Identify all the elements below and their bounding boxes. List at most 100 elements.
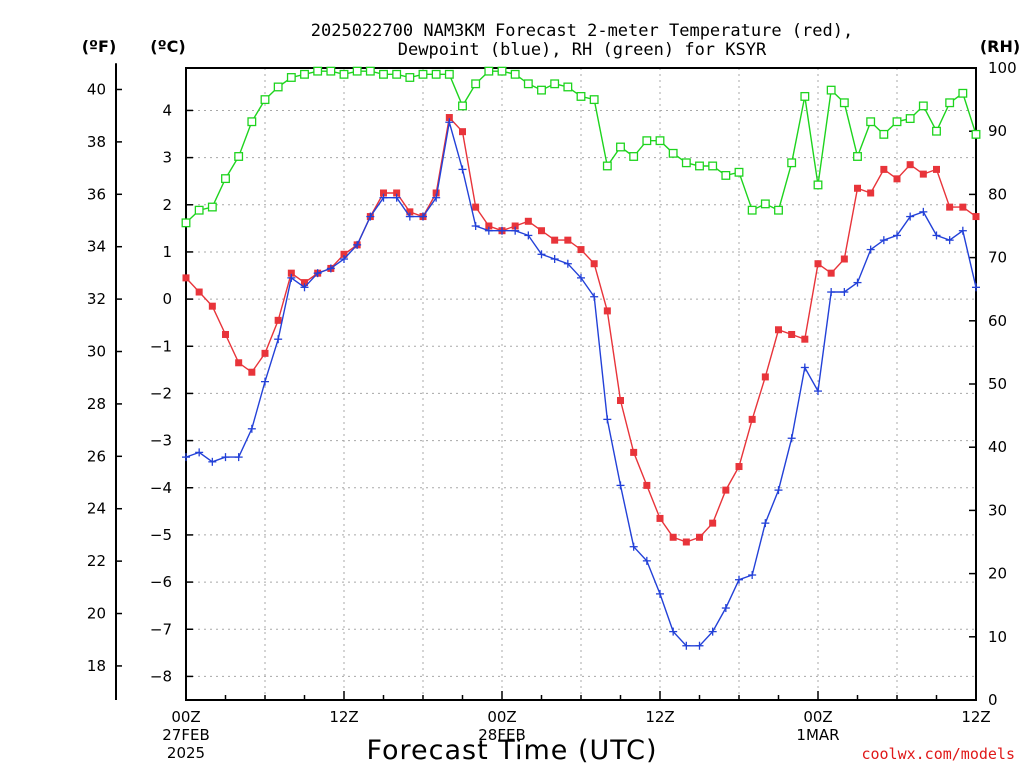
temperature-point	[814, 260, 822, 268]
rh-point	[326, 66, 336, 76]
dewpoint-point	[800, 363, 809, 372]
dewpoint-point	[498, 226, 506, 235]
dewpoint-point	[511, 226, 520, 235]
rh-point	[339, 69, 349, 79]
fahrenheit-tick-label: 28	[87, 395, 106, 413]
rh-point	[681, 158, 691, 168]
dewpoint-point	[445, 118, 454, 127]
fahrenheit-tick-label: 20	[87, 605, 106, 623]
fahrenheit-tick-label: 26	[87, 447, 106, 465]
temperature-point	[919, 170, 927, 178]
dewpoint-point	[392, 193, 401, 202]
temperature-point	[682, 538, 690, 546]
temperature-point	[696, 533, 703, 541]
rh-point	[523, 79, 533, 89]
temperature-point	[788, 330, 796, 338]
rh-point	[787, 158, 797, 168]
rh-point	[602, 161, 612, 171]
rh-point	[510, 69, 520, 79]
dewpoint-point	[353, 240, 362, 249]
celsius-tick-label: −2	[150, 384, 172, 402]
rh-point	[576, 91, 586, 101]
dewpoint-point	[656, 589, 664, 598]
dewpoint-point	[182, 453, 190, 462]
rh-point	[945, 98, 955, 108]
dewpoint-point	[827, 288, 836, 297]
celsius-tick-label: −8	[150, 667, 172, 685]
rh-point	[892, 117, 902, 127]
fahrenheit-tick-label: 32	[87, 290, 106, 308]
dewpoint-point	[906, 212, 915, 221]
dewpoint-point	[958, 226, 967, 235]
rh-point	[589, 95, 599, 105]
rh-tick-label: 30	[988, 501, 1007, 519]
celsius-tick-label: 2	[162, 196, 172, 214]
rh-point	[537, 85, 546, 95]
celsius-tick-label: 4	[162, 101, 172, 119]
temperature-point	[748, 415, 756, 423]
rh-point	[405, 73, 415, 82]
dewpoint-point	[221, 453, 230, 462]
rh-point	[668, 148, 678, 158]
rh-point	[194, 205, 204, 215]
rh-point	[826, 85, 836, 95]
temperature-point	[880, 165, 888, 173]
dewpoint-point	[695, 641, 704, 650]
temperature-point	[630, 448, 638, 456]
rh-point	[642, 136, 652, 146]
rh-point	[458, 101, 467, 111]
rh-point	[379, 69, 388, 79]
dewpoint-point	[945, 236, 954, 245]
rh-tick-label: 100	[988, 59, 1017, 77]
chart-title-line-2: Dewpoint (blue), RH (green) for KSYR	[398, 40, 767, 60]
temperature-point	[946, 203, 954, 211]
temperature-point	[538, 227, 545, 235]
temperature-point	[459, 128, 466, 136]
dewpoint-point	[458, 165, 467, 174]
rh-point	[853, 152, 862, 161]
dewpoint-point	[919, 207, 928, 216]
x-tick-label-line: 12Z	[961, 708, 990, 726]
chart-axes: −8−7−6−5−4−3−2−1012341820222426283032343…	[87, 59, 1017, 762]
dewpoint-point	[563, 259, 572, 268]
rh-point	[839, 98, 849, 108]
dewpoint-point	[748, 571, 757, 580]
rh-point	[418, 69, 428, 79]
celsius-tick-label: 1	[162, 243, 172, 261]
grid-lines	[186, 68, 976, 700]
rh-point	[905, 114, 915, 124]
rh-tick-label: 40	[988, 438, 1007, 456]
rh-point	[747, 205, 757, 215]
x-tick-label: 12Z	[961, 708, 990, 726]
dewpoint-point	[247, 424, 256, 433]
fahrenheit-tick-label: 38	[87, 133, 106, 151]
fahrenheit-tick-label: 40	[87, 80, 106, 98]
temperature-point	[893, 175, 901, 183]
x-tick-label-line: 00Z	[487, 708, 516, 726]
dewpoint-point	[537, 250, 546, 259]
rh-point	[221, 174, 230, 184]
rh-point	[563, 82, 573, 92]
rh-tick-label: 90	[988, 122, 1007, 140]
dewpoint-point	[471, 222, 480, 230]
temperature-point	[827, 269, 835, 277]
temperature-point	[603, 307, 611, 315]
celsius-tick-label: 3	[162, 149, 172, 167]
temperature-point	[761, 373, 769, 381]
rh-point	[932, 126, 941, 136]
rh-point	[918, 101, 928, 111]
dewpoint-point	[313, 269, 322, 278]
x-tick-label-line: 00Z	[171, 708, 200, 726]
series-temperature	[182, 114, 980, 546]
rh-point	[879, 129, 889, 139]
dewpoint-point	[366, 212, 375, 221]
dewpoint-point	[261, 377, 269, 386]
celsius-tick-label: −3	[150, 432, 172, 450]
x-tick-label: 00Z 28FEB	[478, 708, 525, 744]
temperature-point	[301, 279, 308, 287]
x-tick-label-line: 00Z	[803, 708, 832, 726]
temperature-point	[208, 302, 216, 310]
x-tick-label-line: 12Z	[329, 708, 358, 726]
celsius-unit-label: (ºC)	[150, 37, 185, 56]
dewpoint-point	[735, 575, 743, 584]
